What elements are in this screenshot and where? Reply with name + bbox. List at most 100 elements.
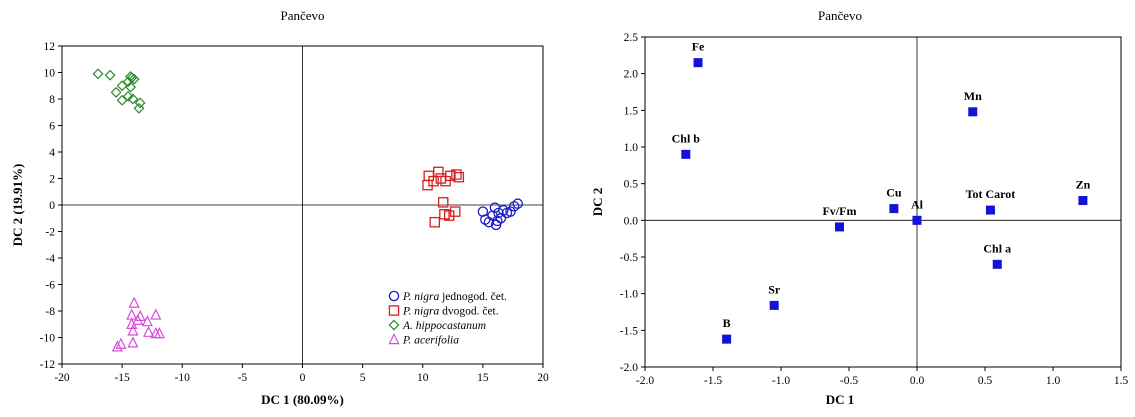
discriminant-scores-svg: Pančevo-20 -15 -10 -5 0 5 10 15 20-12-10-8-6-4-2…: [10, 8, 549, 407]
x-tick-label: -2.0: [636, 375, 654, 387]
loading-label: Chl a: [983, 241, 1011, 255]
legend-marker-square: [388, 305, 400, 316]
loadings-points: Fe Mn Chl b Zn Cu Tot Carot Fv/Fm Al Chl a Sr B: [672, 40, 1091, 344]
data-point-triangle: [127, 324, 139, 336]
data-point-circle: [505, 206, 516, 217]
x-tick-label: 20: [537, 372, 549, 384]
x-axis-label: DC 1 (80.09%): [261, 392, 344, 407]
data-point-diamond: [125, 81, 136, 93]
x-axis-label: DC 1: [826, 392, 855, 407]
data-point-circle: [492, 215, 503, 227]
legend-entry-italic: A. hippocastanum: [402, 320, 486, 332]
data-point-diamond: [122, 90, 134, 102]
y-tick-label: -10: [40, 333, 56, 345]
chart-title: Pančevo: [818, 8, 862, 23]
loading-marker: [693, 58, 703, 68]
legend-entry-italic: P. nigra: [402, 291, 439, 303]
loading-label: Tot Carot: [966, 187, 1016, 201]
y-tick-label: 6: [49, 121, 55, 133]
x-tick-label: -1.5: [704, 375, 722, 387]
y-tick-label: -6: [45, 280, 55, 292]
y-tick-label: 0.5: [624, 179, 639, 191]
data-point-circle: [477, 206, 489, 217]
variable-loadings-svg: Pančevo -2.0 -1.5 -1.0 -0.5 0.0 0.5 1.0 1.5 -2.0 -…: [590, 8, 1128, 407]
legend-entry: P. nigra dvogod. čet.: [402, 306, 499, 318]
x-tick-label: 10: [417, 372, 429, 384]
data-point-triangle: [150, 308, 162, 320]
loading-label: Sr: [768, 282, 781, 296]
loading-label: B: [723, 316, 731, 330]
data-point-square: [451, 169, 462, 180]
legend-entry-italic: P. nigra: [402, 306, 439, 318]
y-axis-label: DC 2: [590, 188, 605, 217]
y-tick-label: 12: [44, 41, 56, 53]
legend-marker-triangle: [388, 333, 400, 345]
y-tick-label: -0.5: [620, 252, 638, 264]
data-point-diamond: [127, 93, 139, 105]
data-point-square: [429, 216, 441, 228]
discriminant-scores-chart: Pančevo -20 -15 -10 -5 0 5 10 15 20 -12 -10 -8 -6 -4 -2…: [0, 0, 568, 412]
loading-marker: [834, 222, 844, 232]
data-point-diamond: [116, 94, 128, 106]
data-point-triangle: [153, 327, 165, 339]
data-point-square: [445, 170, 456, 182]
loading-marker: [985, 205, 995, 215]
series-square-group: [422, 166, 465, 228]
legend-entry: A. hippocastanum: [402, 320, 486, 332]
plot-frame: [644, 36, 1122, 368]
y-tick-label: 0: [49, 200, 55, 212]
y-tick-label: -4: [45, 253, 55, 265]
data-point-triangle: [132, 313, 144, 325]
loading-marker: [968, 107, 978, 117]
loading-marker: [681, 149, 691, 159]
y-tick-label: -8: [45, 306, 55, 318]
y-tick-label: 2.0: [624, 69, 639, 81]
data-point-diamond: [126, 72, 138, 84]
y-tick-label: 1.0: [624, 142, 639, 154]
series-circle-group: [477, 198, 523, 231]
data-point-diamond: [134, 97, 146, 109]
y-tick-label: 2: [49, 174, 55, 186]
y-tick-label: 2.5: [624, 32, 639, 44]
y-tick-label: -1.0: [620, 289, 638, 301]
loading-marker: [722, 334, 732, 344]
x-tick-label: 15: [477, 372, 489, 384]
data-point-diamond: [116, 80, 128, 92]
data-point-triangle: [111, 340, 123, 352]
variable-loadings-chart: Pančevo -2.0 -1.5 -1.0 -0.5 0.0 0.5 1.0 1.5 -2.0 -…: [568, 0, 1135, 412]
data-point-square: [453, 171, 465, 183]
loading-marker: [992, 259, 1002, 269]
chart-title: Pančevo: [280, 8, 324, 23]
y-tick-label: 10: [44, 68, 56, 80]
data-point-circle: [498, 205, 509, 216]
data-point-triangle: [128, 296, 140, 308]
loading-label: Chl b: [672, 131, 701, 145]
x-tick-label: -1.0: [772, 375, 790, 387]
data-point-square: [433, 166, 444, 178]
legend-marker-circle: [388, 290, 400, 302]
loading-label: Mn: [964, 89, 982, 103]
loading-label: Cu: [886, 186, 902, 200]
legend-entry-italic: P. acerifolia: [402, 335, 459, 347]
legend-entry-rest: dvogod. čet.: [439, 306, 499, 318]
data-point-circle: [508, 201, 520, 212]
loading-label: Al: [911, 197, 924, 211]
loading-marker: [769, 300, 779, 310]
loading-marker: [1078, 196, 1088, 206]
data-point-circle: [512, 198, 523, 209]
data-point-triangle: [127, 336, 139, 348]
y-tick-label: -2: [45, 227, 55, 239]
loading-label: Zn: [1076, 178, 1091, 192]
loading-marker: [889, 204, 899, 214]
x-tick-label: -5: [238, 372, 248, 384]
data-point-triangle: [143, 325, 155, 337]
x-tick-label: -0.5: [840, 375, 858, 387]
legend-entry: P. acerifolia: [402, 335, 459, 347]
data-point-diamond: [110, 86, 122, 98]
y-axis-label: DC 2 (19.91%): [10, 164, 25, 247]
data-point-triangle: [141, 315, 153, 327]
y-tick-label: 8: [49, 94, 55, 106]
data-point-triangle: [126, 308, 138, 320]
x-tick-label: -15: [114, 372, 130, 384]
y-tick-label: 1.5: [624, 105, 639, 117]
